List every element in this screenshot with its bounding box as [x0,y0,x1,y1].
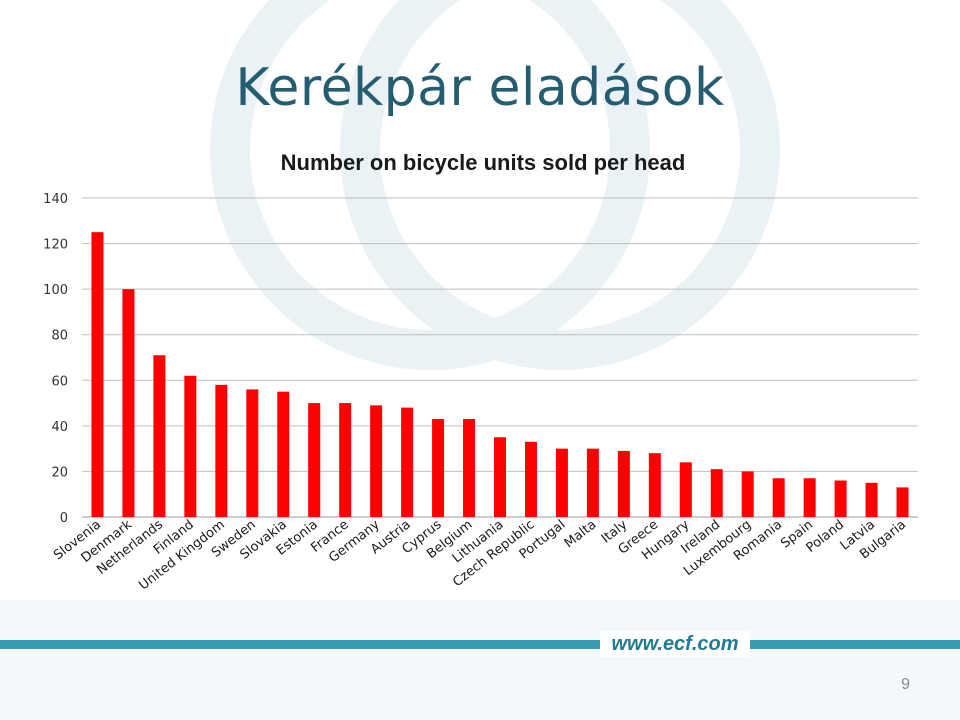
footer-band [0,640,960,649]
slide-title: Kerékpár eladások [235,58,725,118]
bar-ireland [710,469,723,517]
bar-romania [772,478,785,517]
y-tick-label: 80 [51,329,68,344]
bar-estonia [308,403,321,517]
bar-belgium [463,419,476,517]
bar-czech-republic [524,441,537,517]
x-tick-label: Malta [562,517,599,551]
decor-circle-right [340,0,780,370]
bar-sweden [246,389,259,517]
y-tick-label: 20 [51,465,68,480]
bar-france [339,403,352,517]
bar-lithuania [494,437,506,517]
bar-greece [648,453,661,517]
bar-portugal [555,448,568,517]
y-tick-label: 0 [60,511,68,526]
bars [91,232,909,517]
page-number: 9 [901,676,910,693]
bar-malta [586,448,599,517]
y-tick-label: 120 [43,238,68,253]
chart-title: Number on bicycle units sold per head [281,150,686,175]
y-tick-label: 40 [51,420,68,435]
y-tick-label: 60 [51,374,68,389]
y-axis-ticks: 0 20 40 60 80 100 120 140 [43,192,68,526]
bar-slovenia [91,232,104,517]
y-tick-label: 140 [43,192,68,207]
y-tick-label: 100 [43,283,68,298]
footer-url[interactable]: www.ecf.com [600,631,750,657]
bar-hungary [679,462,692,517]
bar-germany [370,405,383,517]
x-axis-labels: SloveniaDenmarkNetherlandsFinlandUnited … [51,517,909,593]
bar-united-kingdom [215,384,228,517]
decor-circle-left [210,0,650,370]
bar-italy [617,450,630,517]
bar-slovakia [277,391,290,517]
bar-finland [184,375,197,517]
bar-austria [401,407,414,517]
bar-latvia [865,482,878,517]
bar-bulgaria [896,487,909,517]
decor-bottom-band [0,600,960,720]
bar-cyprus [432,419,445,517]
bar-poland [834,480,847,517]
bar-netherlands [153,355,166,517]
bar-spain [803,478,816,517]
bar-luxembourg [741,471,754,517]
bar-denmark [122,289,135,517]
